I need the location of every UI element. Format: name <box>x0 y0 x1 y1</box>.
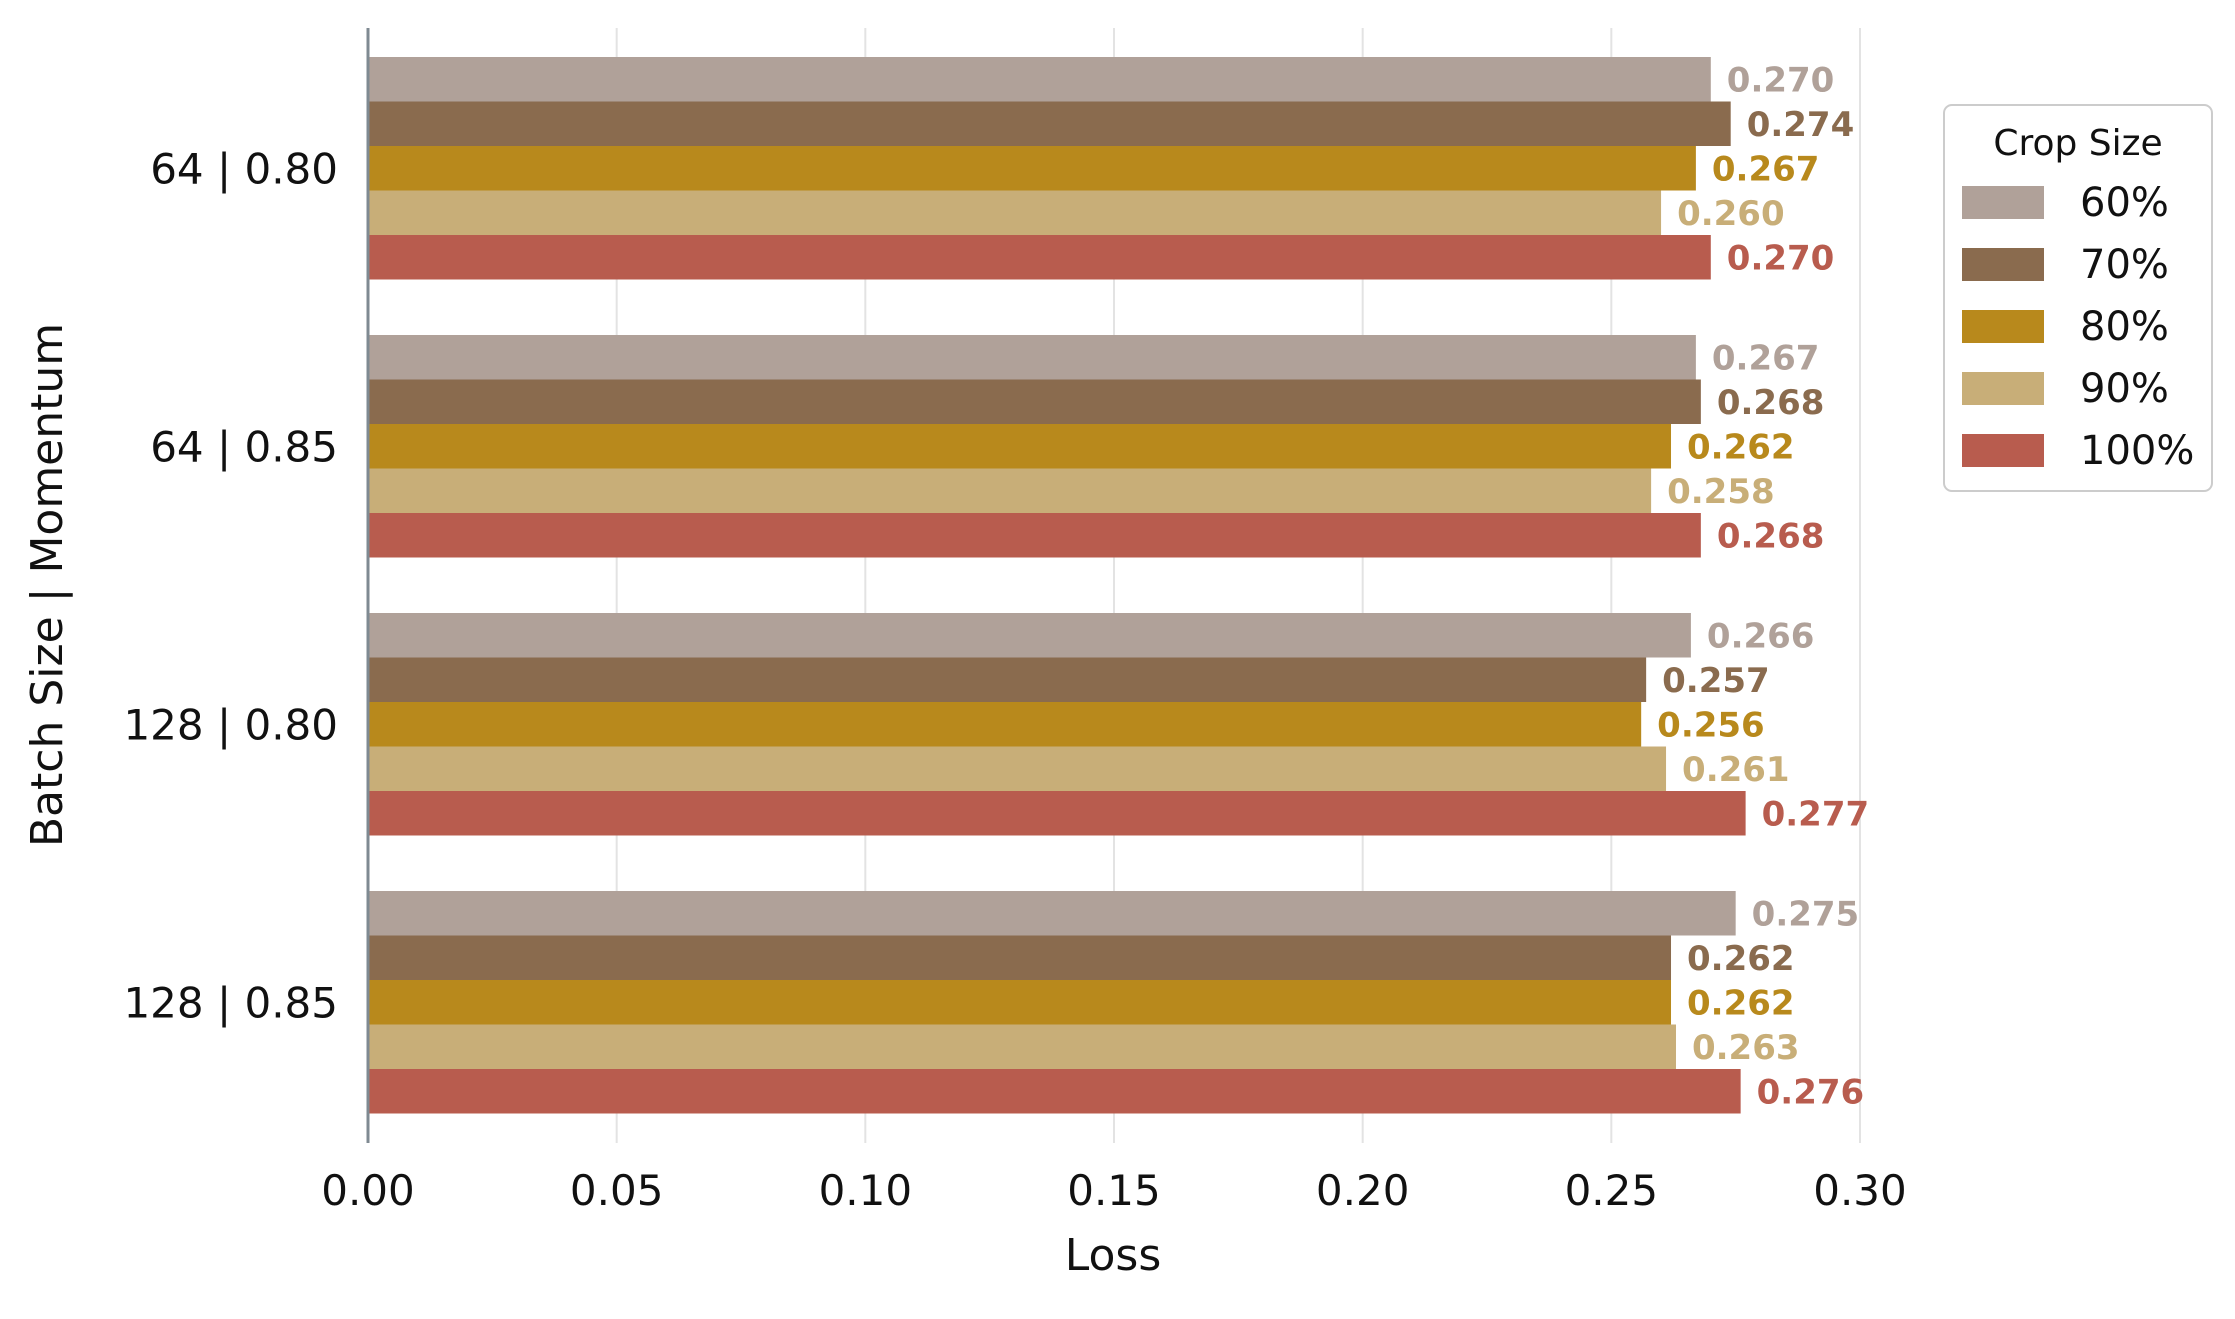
bar <box>368 424 1672 469</box>
legend-label: 90% <box>2080 366 2169 412</box>
bar <box>368 190 1662 235</box>
y-tick-label: 128 | 0.80 <box>123 700 338 749</box>
legend-swatch <box>1962 186 2044 219</box>
data-label: 0.267 <box>1712 149 1820 189</box>
data-label: 0.256 <box>1657 705 1765 745</box>
bar <box>368 1069 1741 1114</box>
bar <box>368 146 1696 191</box>
bar <box>368 468 1652 513</box>
bar <box>368 1024 1676 1069</box>
bar <box>368 891 1736 936</box>
y-axis-title: Batch Size | Momentum <box>22 323 73 847</box>
data-label: 0.262 <box>1687 427 1795 467</box>
bar <box>368 746 1667 791</box>
data-label: 0.266 <box>1707 616 1815 656</box>
y-tick-label: 64 | 0.85 <box>150 422 338 471</box>
bar <box>368 235 1711 280</box>
legend-swatch <box>1962 310 2044 343</box>
legend-label: 70% <box>2080 242 2169 288</box>
x-tick-labels: 0.00 0.05 0.10 0.15 0.20 0.25 0.30 <box>321 1166 1907 1215</box>
data-label: 0.268 <box>1717 383 1825 423</box>
legend-label: 100% <box>2080 428 2194 474</box>
x-tick-label: 0.30 <box>1813 1166 1907 1215</box>
bar <box>368 980 1672 1025</box>
data-label: 0.276 <box>1757 1072 1865 1112</box>
bar <box>368 335 1696 380</box>
data-label: 0.260 <box>1677 194 1785 234</box>
y-tick-label: 128 | 0.85 <box>123 978 338 1027</box>
legend-items: 60% 70% 80% 90% 100% <box>1962 180 2194 474</box>
bar <box>368 379 1701 424</box>
x-tick-label: 0.15 <box>1067 1166 1161 1215</box>
legend: Crop Size 60% 70% 80% 90% 100% <box>1943 104 2213 492</box>
x-tick-label: 0.05 <box>570 1166 664 1215</box>
data-label: 0.267 <box>1712 338 1820 378</box>
bar <box>368 101 1731 146</box>
bar <box>368 613 1691 658</box>
bar <box>368 791 1746 836</box>
x-axis-title: Loss <box>1065 1230 1162 1281</box>
data-label: 0.270 <box>1727 238 1835 278</box>
x-tick-label: 0.25 <box>1565 1166 1659 1215</box>
x-tick-label: 0.00 <box>321 1166 415 1215</box>
data-label: 0.275 <box>1752 894 1860 934</box>
bar <box>368 935 1672 980</box>
data-label: 0.257 <box>1662 661 1770 701</box>
data-label: 0.262 <box>1687 939 1795 979</box>
data-label: 0.263 <box>1692 1028 1800 1068</box>
data-label: 0.277 <box>1762 794 1870 834</box>
bars <box>368 57 1746 1114</box>
data-label: 0.270 <box>1727 60 1835 100</box>
data-label: 0.274 <box>1747 105 1855 145</box>
data-label: 0.268 <box>1717 516 1825 556</box>
legend-label: 60% <box>2080 180 2169 226</box>
legend-swatch <box>1962 248 2044 281</box>
y-tick-label: 64 | 0.80 <box>150 144 338 193</box>
data-label: 0.261 <box>1682 750 1790 790</box>
data-labels: 0.2700.2740.2670.2600.2700.2670.2680.262… <box>1657 60 1869 1112</box>
legend-swatch <box>1962 372 2044 405</box>
bar <box>368 657 1647 702</box>
x-tick-label: 0.10 <box>819 1166 913 1215</box>
legend-title: Crop Size <box>1993 123 2162 164</box>
data-label: 0.262 <box>1687 983 1795 1023</box>
bar <box>368 57 1711 102</box>
legend-label: 80% <box>2080 304 2169 350</box>
bar <box>368 702 1642 747</box>
x-tick-label: 0.20 <box>1316 1166 1410 1215</box>
bar <box>368 513 1701 558</box>
data-label: 0.258 <box>1667 472 1775 512</box>
y-tick-labels: 64 | 0.80 64 | 0.85 128 | 0.80 128 | 0.85 <box>123 144 338 1027</box>
legend-swatch <box>1962 434 2044 467</box>
